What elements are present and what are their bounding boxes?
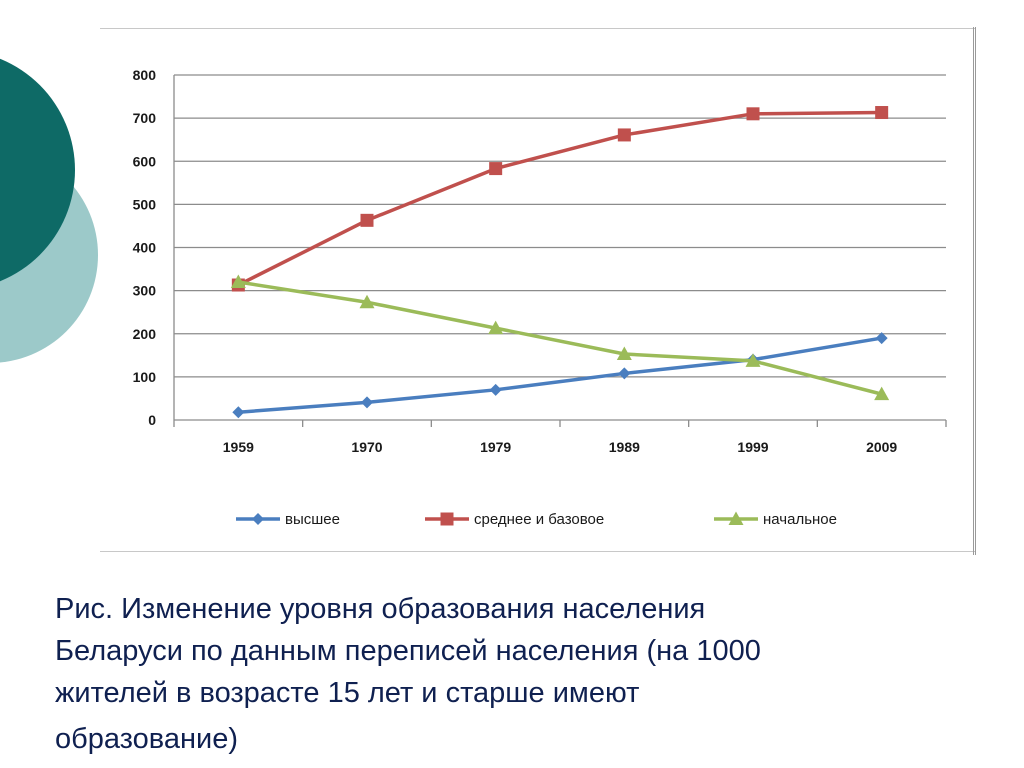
y-tick-label: 100 — [133, 369, 157, 385]
data-point-series-1 — [618, 367, 631, 380]
chart-frame: 0 100 200 300 400 500 600 700 800 1959 1970 1979 198… — [100, 27, 976, 555]
caption-line-2: Беларуси по данным переписей населения (… — [55, 635, 761, 667]
x-tick-label: 1989 — [609, 439, 640, 455]
data-point-series-2 — [360, 213, 374, 227]
data-point-series-3 — [230, 274, 246, 288]
data-point-series-2 — [875, 106, 889, 120]
data-point-series-1 — [232, 406, 245, 419]
caption-line-4: образование) — [55, 723, 238, 755]
legend-marker-3 — [728, 511, 744, 525]
legend-label-3: начальное — [763, 511, 837, 528]
y-tick-label: 600 — [133, 153, 157, 169]
data-point-series-2 — [489, 162, 503, 176]
data-point-series-3 — [488, 320, 504, 335]
data-point-series-3 — [874, 386, 890, 401]
data-point-series-1 — [875, 332, 888, 345]
y-tick-label: 800 — [133, 67, 157, 83]
legend-marker-2 — [440, 512, 454, 526]
y-tick-label: 200 — [133, 326, 157, 342]
data-point-series-3 — [616, 346, 632, 361]
y-tick-label: 500 — [133, 196, 157, 212]
decorative-circles — [0, 58, 98, 363]
caption-line-3: жителей в возрасте 15 лет и старше имеют — [55, 677, 640, 709]
line-chart: 0 100 200 300 400 500 600 700 800 1959 1970 1979 198… — [133, 67, 947, 528]
y-tick-label: 700 — [133, 110, 157, 126]
x-tick-label: 1979 — [480, 439, 511, 455]
data-point-series-1 — [489, 383, 502, 396]
legend-label-2: среднее и базовое — [474, 511, 604, 528]
data-point-series-2 — [746, 107, 760, 121]
x-tick-label: 1959 — [223, 439, 254, 455]
legend-marker-1 — [252, 513, 264, 525]
figure-caption: Рис. Изменение уровня образования населе… — [55, 588, 955, 760]
x-tick-label: 1999 — [737, 439, 768, 455]
data-point-series-1 — [361, 396, 373, 409]
data-point-series-3 — [359, 294, 375, 309]
y-tick-label: 300 — [133, 283, 157, 299]
legend-label-1: высшее — [285, 511, 340, 528]
dark-teal-circle — [0, 58, 75, 282]
y-tick-label: 400 — [133, 240, 157, 256]
caption-line-1: Рис. Изменение уровня образования населе… — [55, 593, 706, 625]
data-point-series-3 — [745, 353, 761, 367]
data-point-series-2 — [617, 128, 631, 142]
y-tick-label: 0 — [148, 412, 156, 428]
series-line-2 — [237, 110, 882, 287]
x-tick-label: 1970 — [351, 439, 382, 455]
x-tick-label: 2009 — [866, 439, 897, 455]
series-line-3 — [238, 280, 883, 396]
series-line-1 — [238, 336, 882, 414]
